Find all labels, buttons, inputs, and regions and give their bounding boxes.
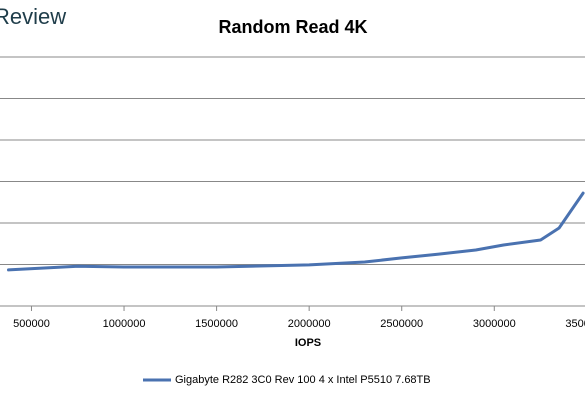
x-tick-label: 3500000 [565, 318, 585, 330]
x-tick-label: 2500000 [380, 318, 423, 330]
x-tick-label: 1500000 [195, 318, 238, 330]
x-tick-label: 500000 [13, 318, 50, 330]
logo: Review [0, 4, 66, 29]
x-axis-title: IOPS [295, 337, 321, 349]
chart-title: Random Read 4K [218, 17, 367, 37]
x-tick-label: 3000000 [473, 318, 516, 330]
x-tick-label: 1000000 [103, 318, 146, 330]
x-tick-label: 2000000 [288, 318, 331, 330]
data-line [7, 191, 585, 272]
legend-label: Gigabyte R282 3C0 Rev 100 4 x Intel P551… [175, 374, 431, 386]
